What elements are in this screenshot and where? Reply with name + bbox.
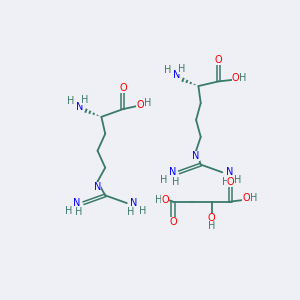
Text: H: H (172, 176, 179, 187)
Text: O: O (232, 73, 239, 83)
Text: H: H (222, 176, 230, 187)
Text: H: H (67, 96, 74, 106)
Text: H: H (250, 193, 257, 203)
Text: H: H (127, 207, 134, 217)
Text: H: H (208, 221, 215, 231)
Text: N: N (173, 70, 181, 80)
Text: H: H (139, 206, 146, 216)
Text: N: N (226, 167, 233, 177)
Text: O: O (161, 195, 169, 205)
Text: H: H (178, 64, 185, 74)
Text: O: O (242, 194, 250, 203)
Text: N: N (94, 182, 101, 192)
Text: H: H (75, 207, 83, 217)
Text: O: O (119, 82, 127, 93)
Text: H: H (155, 195, 163, 205)
Text: N: N (169, 167, 176, 177)
Text: N: N (192, 151, 200, 161)
Text: O: O (169, 217, 177, 226)
Text: H: H (164, 65, 171, 75)
Text: H: H (64, 206, 72, 216)
Text: O: O (208, 214, 215, 224)
Text: H: H (81, 95, 88, 105)
Text: H: H (234, 175, 242, 185)
Text: H: H (239, 73, 247, 82)
Text: O: O (227, 176, 235, 187)
Text: O: O (214, 55, 222, 65)
Text: N: N (73, 198, 80, 208)
Text: N: N (76, 102, 83, 112)
Text: H: H (144, 98, 151, 108)
Text: H: H (160, 175, 167, 185)
Text: O: O (136, 100, 144, 110)
Text: N: N (130, 198, 137, 208)
